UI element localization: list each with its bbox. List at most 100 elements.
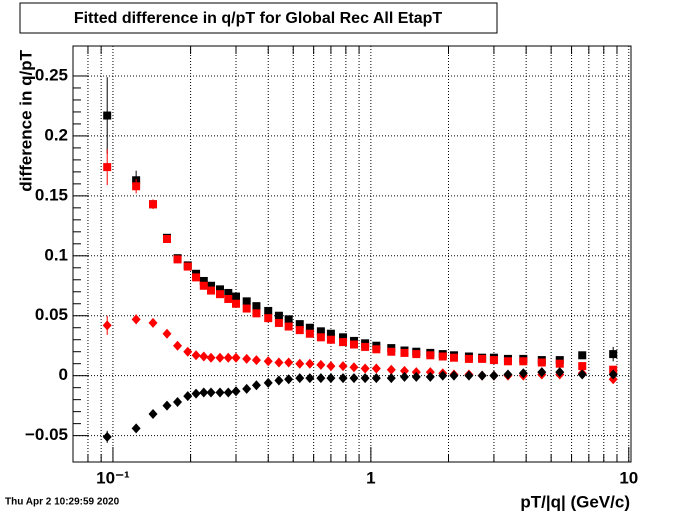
marker [199,351,209,362]
marker [264,314,273,323]
marker [360,363,370,374]
marker [131,423,141,434]
marker [438,352,447,361]
marker [438,370,448,381]
marker [103,163,112,172]
marker [162,400,172,411]
marker [173,340,183,351]
x-tick-label: 10⁻¹ [96,468,130,487]
x-tick-label: 1 [366,468,375,487]
marker [242,297,251,306]
marker [242,304,251,313]
marker [224,294,233,303]
y-tick-label: 0.2 [44,125,68,144]
marker [464,370,474,381]
marker [173,397,183,408]
marker [555,367,565,378]
marker [207,281,216,290]
marker [326,329,335,338]
marker [386,373,396,384]
marker [338,373,348,384]
y-tick-label: 0 [59,365,68,384]
marker [578,351,587,360]
marker [274,357,284,368]
marker [316,373,326,384]
marker [274,375,284,386]
marker [162,235,171,244]
marker [199,281,208,290]
marker [608,369,618,380]
marker [295,320,304,329]
title-box [19,2,498,34]
marker [207,286,216,295]
marker [400,348,409,357]
marker [295,326,304,335]
marker [555,359,564,368]
marker [199,276,208,285]
marker [360,373,370,384]
marker [349,373,359,384]
marker [192,273,201,282]
marker [206,352,216,363]
marker [316,327,325,336]
y-axis-label: difference in q/pT [16,49,35,191]
marker [215,352,225,363]
marker [284,374,294,385]
marker [223,387,233,398]
marker [478,354,487,363]
marker [199,387,209,398]
marker [102,431,112,442]
x-axis-label: pT/|q| (GeV/c) [520,492,630,511]
marker [426,351,435,360]
marker [503,369,513,380]
marker [295,373,305,384]
marker [371,363,381,374]
marker [349,340,358,349]
marker [339,338,348,347]
marker [215,387,225,398]
marker [264,306,273,315]
marker [242,383,252,394]
marker [284,315,293,324]
y-tick-label: 0.15 [35,185,68,204]
marker [326,361,336,372]
marker [274,311,283,320]
marker [326,335,335,344]
marker [412,350,421,359]
marker [251,380,261,391]
marker [399,371,409,382]
marker [173,255,182,264]
plot-frame [72,45,632,463]
marker [191,350,201,361]
marker [519,357,528,366]
marker [305,373,315,384]
marker [231,352,241,363]
marker [183,346,193,357]
marker [251,355,261,366]
marker [206,387,216,398]
marker [577,369,587,380]
marker [295,358,305,369]
marker [284,357,294,368]
y-tick-label: −0.05 [25,425,68,444]
marker [489,370,499,381]
marker [503,357,512,366]
marker [252,309,261,318]
marker [449,353,458,362]
marker [464,354,473,363]
marker [274,318,283,327]
marker [489,356,498,365]
marker [103,111,112,120]
marker [399,365,409,376]
y-tick-label: 0.05 [35,305,68,324]
marker [162,328,172,339]
marker [183,391,193,402]
y-tick-label: 0.25 [35,65,68,84]
marker [316,333,325,342]
chart-title: Fitted difference in q/pT for Global Rec… [74,10,443,27]
marker [252,302,261,311]
marker [387,347,396,356]
marker [102,320,112,331]
marker [305,358,315,369]
